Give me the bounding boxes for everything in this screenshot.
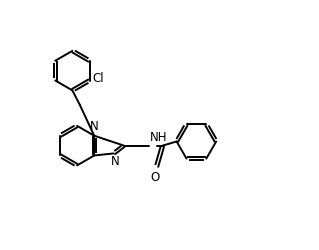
Text: N: N — [89, 120, 98, 133]
Text: N: N — [111, 155, 120, 168]
Text: NH: NH — [150, 131, 167, 144]
Text: O: O — [150, 171, 160, 184]
Text: Cl: Cl — [93, 72, 104, 85]
